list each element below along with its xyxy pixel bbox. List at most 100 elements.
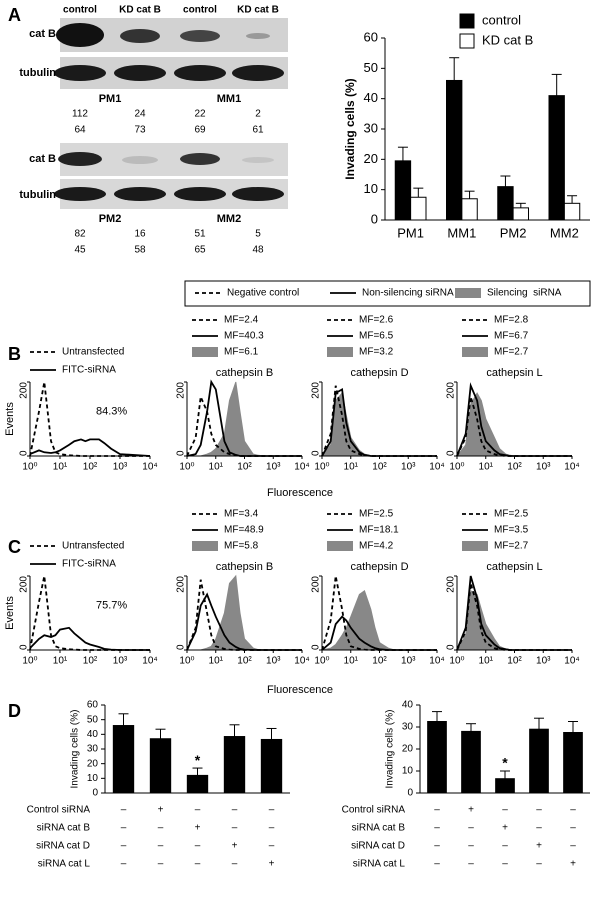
group-label: MM2 bbox=[217, 213, 241, 225]
lane-label: control bbox=[183, 5, 217, 16]
y-tick-label: 10 bbox=[364, 181, 378, 196]
x-tick-label: 10² bbox=[237, 656, 252, 667]
legend-swatch bbox=[327, 541, 353, 551]
legend-label: MF=3.5 bbox=[494, 525, 529, 536]
condition-sign: + bbox=[232, 841, 238, 852]
group-label: PM2 bbox=[99, 213, 122, 225]
x-tick-label: 10¹ bbox=[479, 656, 494, 667]
y-tick-label: 200 bbox=[19, 382, 30, 399]
y-tick-label: 40 bbox=[87, 729, 99, 740]
y-axis-label: Invading cells (%) bbox=[70, 710, 81, 789]
row-label: cat B bbox=[29, 153, 56, 165]
y-tick-label: 0 bbox=[176, 644, 187, 650]
blot-number: 51 bbox=[194, 229, 206, 240]
plot-title: cathepsin L bbox=[486, 561, 542, 573]
condition-sign: – bbox=[536, 805, 542, 816]
plot-title: cathepsin B bbox=[216, 561, 273, 573]
y-tick-label: 0 bbox=[446, 644, 457, 650]
histogram-curve bbox=[456, 392, 572, 457]
blot-band bbox=[56, 23, 104, 47]
y-tick-label: 200 bbox=[446, 382, 457, 399]
condition-label: siRNA cat D bbox=[36, 841, 90, 852]
panel-label: B bbox=[8, 344, 21, 364]
x-tick-label: 10³ bbox=[401, 462, 416, 473]
x-tick-label: 10⁰ bbox=[449, 656, 464, 667]
bar bbox=[529, 728, 549, 794]
x-tick-label: 10² bbox=[507, 462, 522, 473]
lane-label: KD cat B bbox=[237, 5, 279, 16]
condition-sign: + bbox=[269, 859, 275, 870]
blot-band bbox=[120, 29, 160, 43]
legend-swatch bbox=[192, 541, 218, 551]
legend-label: KD cat B bbox=[482, 32, 533, 47]
row-label: cat B bbox=[29, 28, 56, 40]
condition-sign: + bbox=[536, 841, 542, 852]
condition-sign: – bbox=[232, 859, 238, 870]
legend-label: MF=6.1 bbox=[224, 347, 259, 358]
x-tick-label: 10⁰ bbox=[314, 462, 329, 473]
x-tick-label: 10⁰ bbox=[22, 656, 37, 667]
plot-title: cathepsin B bbox=[216, 367, 273, 379]
annotation: 75.7% bbox=[96, 600, 127, 612]
blot-band bbox=[232, 65, 284, 81]
legend-swatch bbox=[192, 347, 218, 357]
legend-label: MF=2.7 bbox=[494, 541, 529, 552]
blot-number: 45 bbox=[74, 245, 86, 256]
bar bbox=[394, 160, 412, 221]
condition-sign: + bbox=[502, 823, 508, 834]
legend-label: MF=18.1 bbox=[359, 525, 399, 536]
bar bbox=[410, 196, 427, 221]
legend-label: MF=2.8 bbox=[494, 315, 529, 326]
x-tick-label: 10² bbox=[237, 462, 252, 473]
x-tick-label: 10³ bbox=[401, 656, 416, 667]
bar bbox=[495, 778, 515, 794]
legend-label: MF=2.5 bbox=[494, 509, 529, 520]
y-tick-label: 30 bbox=[364, 120, 378, 135]
y-tick-label: 20 bbox=[364, 151, 378, 166]
bar bbox=[563, 202, 581, 221]
x-tick-label: 10⁴ bbox=[142, 462, 157, 473]
legend-label: MF=2.4 bbox=[224, 315, 259, 326]
bar bbox=[461, 198, 478, 221]
y-tick-label: 200 bbox=[446, 576, 457, 593]
plot-title: cathepsin D bbox=[350, 561, 408, 573]
x-tick-label: 10⁴ bbox=[429, 656, 444, 667]
x-axis-label: Fluorescence bbox=[267, 487, 333, 499]
y-tick-label: 60 bbox=[87, 700, 99, 711]
x-tick-label: PM2 bbox=[500, 225, 527, 240]
legend-label: Untransfected bbox=[62, 541, 124, 552]
x-tick-label: 10⁰ bbox=[449, 462, 464, 473]
condition-sign: – bbox=[536, 859, 542, 870]
condition-sign: + bbox=[158, 805, 164, 816]
bar bbox=[497, 186, 514, 221]
legend-swatch bbox=[459, 13, 475, 29]
x-tick-label: 10³ bbox=[536, 462, 551, 473]
y-tick-label: 10 bbox=[87, 773, 99, 784]
condition-sign: – bbox=[434, 805, 440, 816]
bar bbox=[149, 738, 172, 794]
legend-label: Non-silencing siRNA bbox=[362, 288, 454, 299]
bar bbox=[427, 721, 447, 794]
histogram-curve bbox=[321, 391, 437, 457]
legend-swatch bbox=[459, 33, 475, 49]
y-tick-label: 0 bbox=[92, 788, 98, 799]
plot-title: cathepsin L bbox=[486, 367, 542, 379]
condition-sign: – bbox=[570, 823, 576, 834]
x-tick-label: 10¹ bbox=[209, 656, 224, 667]
legend-label: Negative control bbox=[227, 288, 299, 299]
condition-label: Control siRNA bbox=[27, 805, 91, 816]
value-annotation: * bbox=[195, 752, 201, 768]
blot-band bbox=[242, 157, 274, 163]
bar bbox=[446, 79, 463, 221]
condition-sign: – bbox=[269, 841, 275, 852]
blot-number: 73 bbox=[134, 125, 146, 136]
condition-sign: – bbox=[269, 805, 275, 816]
condition-sign: – bbox=[195, 859, 201, 870]
blot-number: 5 bbox=[255, 229, 261, 240]
plot-title: cathepsin D bbox=[350, 367, 408, 379]
y-tick-label: 20 bbox=[87, 758, 99, 769]
condition-sign: – bbox=[195, 841, 201, 852]
blot-band bbox=[246, 33, 270, 39]
x-axis-label: Fluorescence bbox=[267, 684, 333, 696]
y-tick-label: 20 bbox=[402, 744, 414, 755]
